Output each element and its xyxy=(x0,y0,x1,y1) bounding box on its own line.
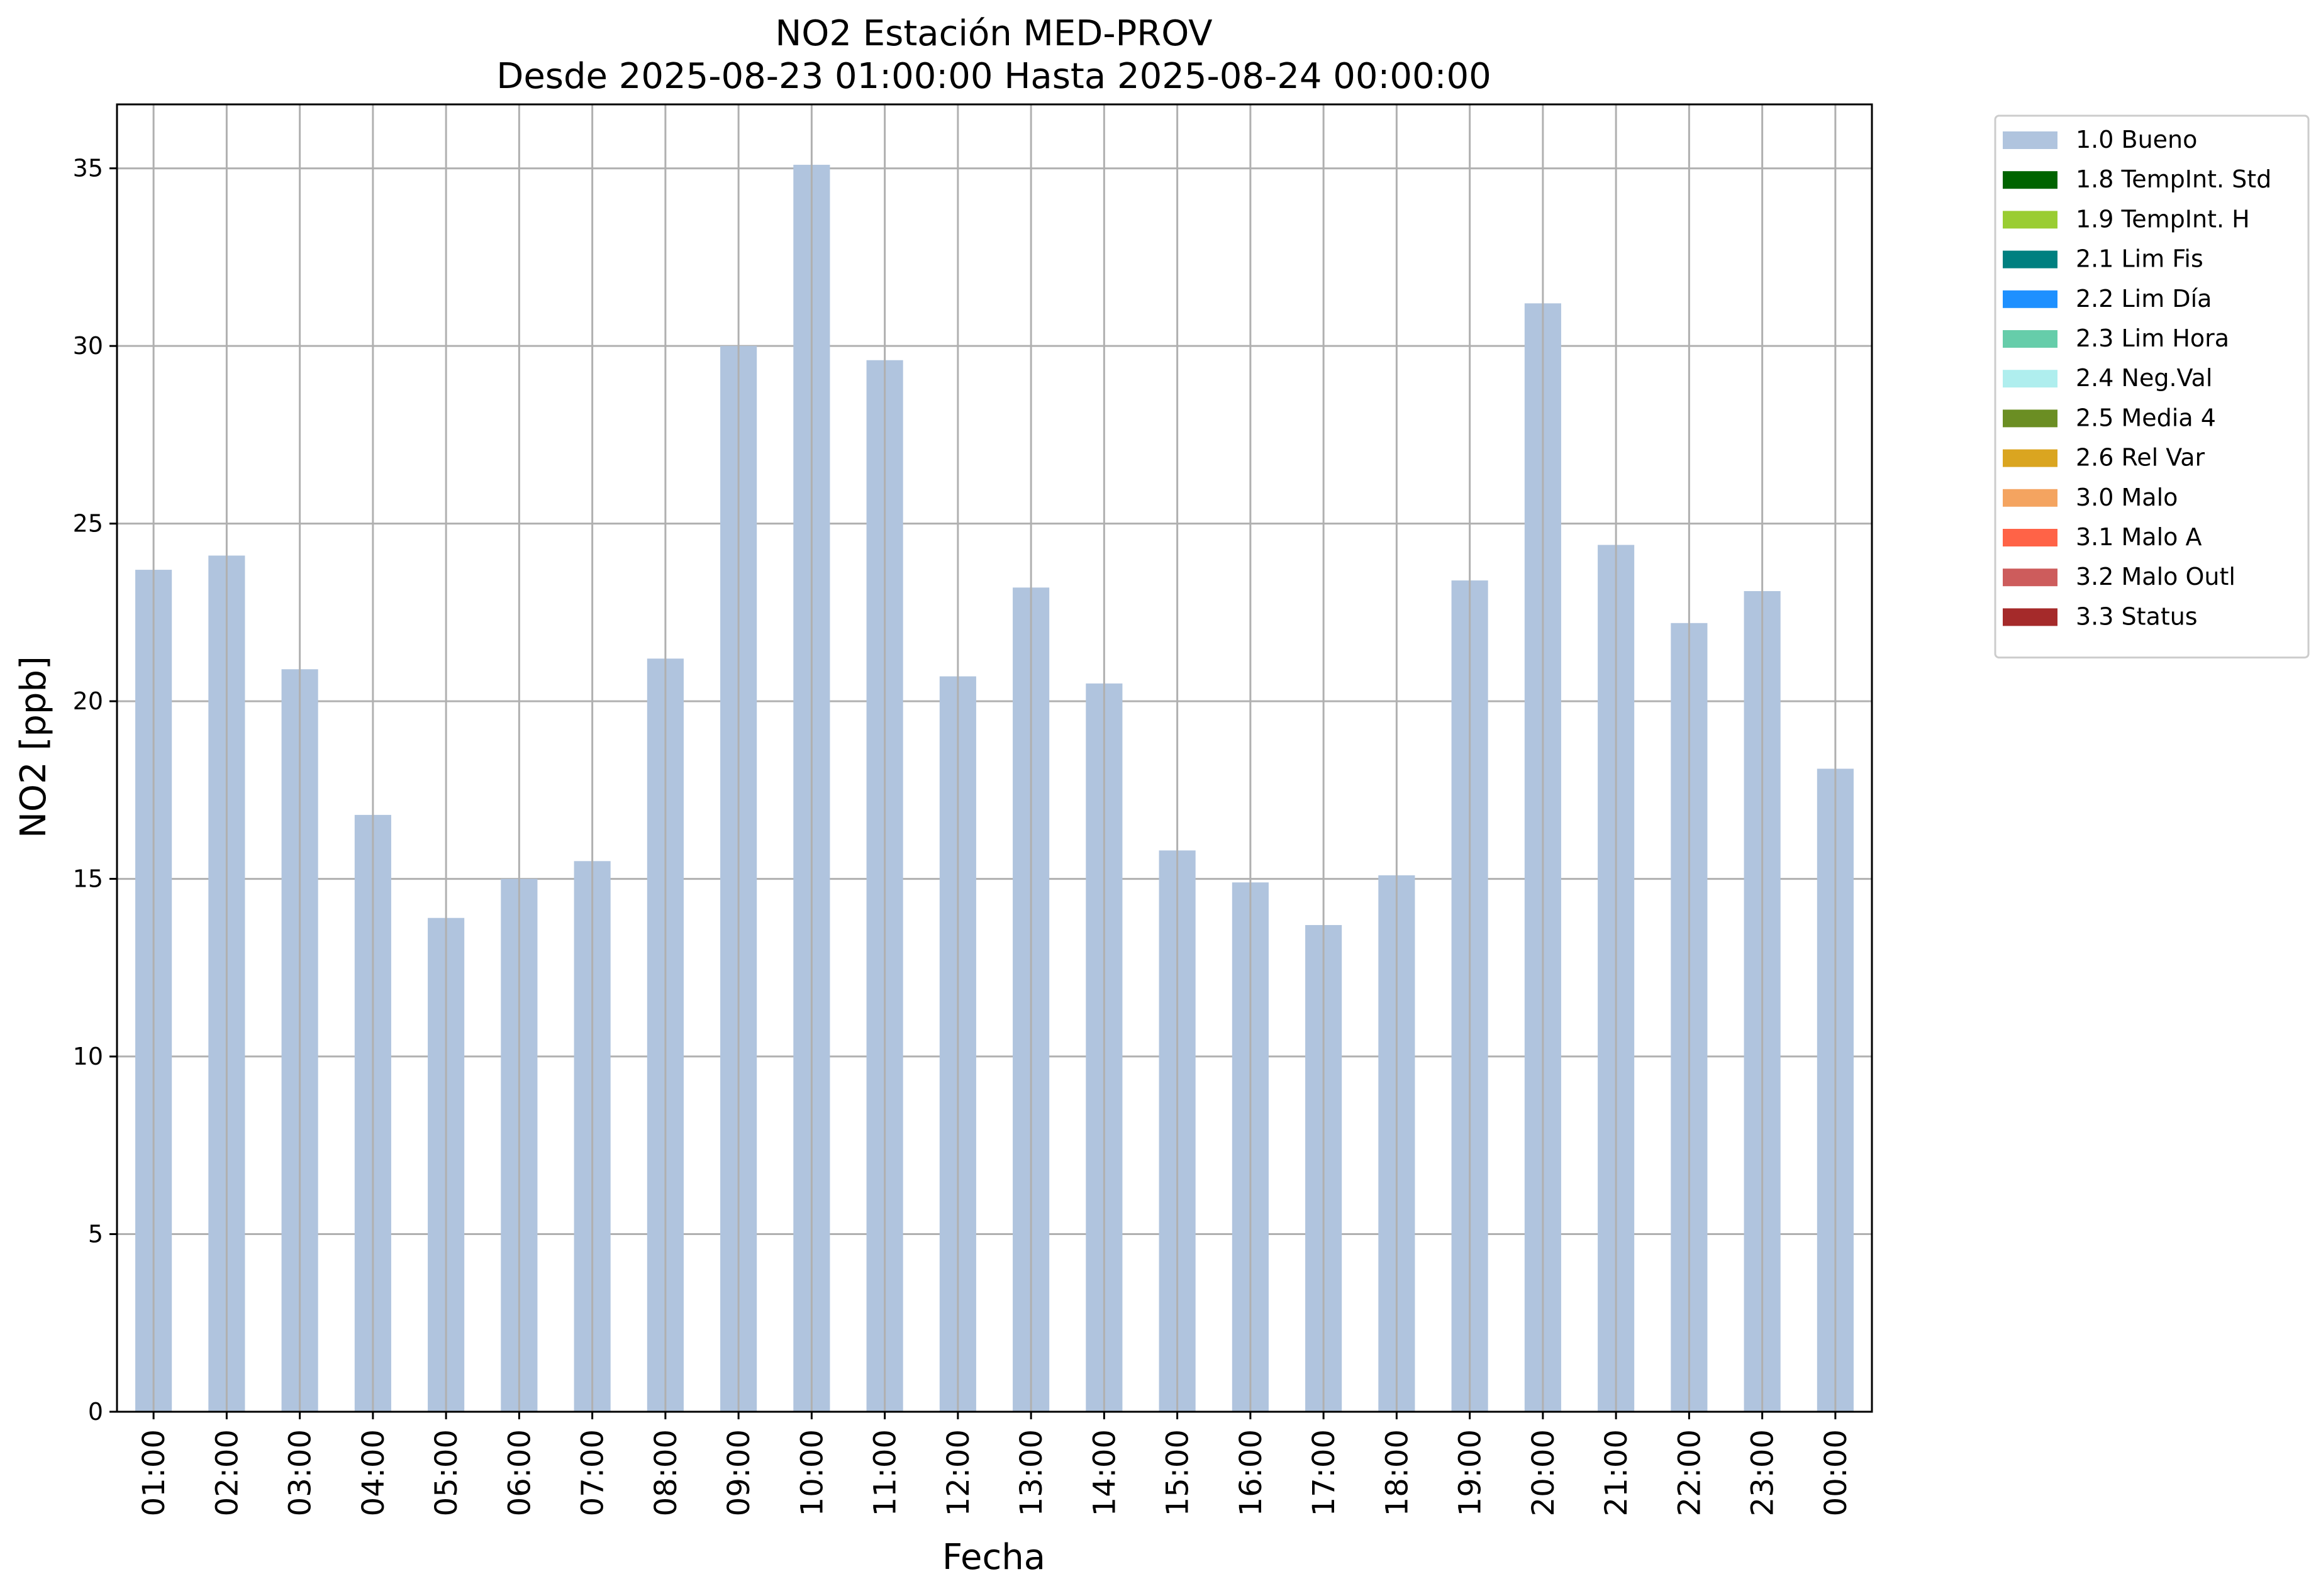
x-tick-label: 18:00 xyxy=(1379,1429,1415,1516)
x-tick-label: 17:00 xyxy=(1306,1429,1342,1516)
x-tick-label: 20:00 xyxy=(1526,1429,1561,1516)
legend-swatch xyxy=(2003,608,2057,626)
x-tick-label: 03:00 xyxy=(283,1429,318,1516)
x-tick-label: 22:00 xyxy=(1672,1429,1707,1516)
x-tick-label: 01:00 xyxy=(136,1429,172,1516)
legend-box xyxy=(1994,114,2310,659)
x-tick-label: 23:00 xyxy=(1745,1429,1781,1516)
legend-swatch xyxy=(2003,370,2057,388)
x-tick-label: 05:00 xyxy=(429,1429,464,1516)
y-tick-label: 10 xyxy=(73,1043,103,1070)
legend-entry-label: 2.6 Rel Var xyxy=(2076,444,2205,472)
legend-entry-label: 3.2 Malo Outl xyxy=(2076,563,2235,590)
legend-swatch xyxy=(2003,131,2057,149)
x-tick-label: 10:00 xyxy=(794,1429,830,1516)
y-tick-label: 20 xyxy=(73,687,103,715)
x-tick-label: 02:00 xyxy=(209,1429,245,1516)
y-tick-label: 0 xyxy=(88,1398,103,1426)
legend-swatch xyxy=(2003,409,2057,428)
legend-entry-label: 3.3 Status xyxy=(2076,602,2198,630)
legend-swatch xyxy=(2003,330,2057,348)
grid-lines xyxy=(117,167,1872,1413)
y-tick-label: 15 xyxy=(73,865,103,893)
x-axis-ticks: 01:00 02:00 03:00 04:00 05:00 06:00 07:00 08:00… xyxy=(136,1412,1854,1516)
legend-entry-label: 1.0 Bueno xyxy=(2076,126,2197,153)
x-tick-label: 15:00 xyxy=(1161,1429,1196,1516)
legend-swatch xyxy=(2003,529,2057,546)
plot-area-frame xyxy=(116,103,1873,1413)
x-tick-label: 14:00 xyxy=(1087,1429,1122,1516)
x-tick-label: 13:00 xyxy=(1014,1429,1049,1516)
legend-swatch xyxy=(2003,568,2057,587)
legend-entry-label: 1.8 TempInt. Std xyxy=(2076,165,2271,193)
x-tick-label: 04:00 xyxy=(356,1429,391,1516)
x-tick-label: 00:00 xyxy=(1818,1429,1854,1516)
legend-entry-label: 2.1 Lim Fis xyxy=(2076,245,2203,273)
x-tick-label: 07:00 xyxy=(576,1429,611,1516)
legend-entry-label: 2.2 Lim Día xyxy=(2076,285,2212,313)
chart-subtitle: Desde 2025-08-23 01:00:00 Hasta 2025-08-… xyxy=(496,56,1491,97)
chart-title: NO2 Estación MED-PROV xyxy=(775,13,1212,54)
x-tick-label: 09:00 xyxy=(721,1429,757,1516)
x-tick-label: 21:00 xyxy=(1599,1429,1634,1516)
x-tick-label: 06:00 xyxy=(502,1429,537,1516)
x-tick-label: 19:00 xyxy=(1453,1429,1488,1516)
legend-swatch xyxy=(2003,489,2057,507)
y-axis-ticks: 0 5 10 15 20 25 30 35 xyxy=(73,155,117,1426)
legend-swatch xyxy=(2003,211,2057,229)
legend-entry-label: 1.9 TempInt. H xyxy=(2076,205,2250,233)
legend: 1.0 Bueno 1.8 TempInt. Std 1.9 TempInt. H 2… xyxy=(1994,114,2310,659)
legend-swatch xyxy=(2003,449,2057,467)
legend-entry-label: 2.5 Media 4 xyxy=(2076,404,2216,431)
legend-swatch xyxy=(2003,250,2057,269)
y-tick-label: 35 xyxy=(73,155,103,182)
y-axis-label: NO2 [ppb] xyxy=(13,656,54,838)
legend-swatch xyxy=(2003,171,2057,189)
legend-entry-label: 2.3 Lim Hora xyxy=(2076,324,2229,352)
bars-group xyxy=(135,104,1854,1412)
legend-entry-label: 3.0 Malo xyxy=(2076,484,2178,511)
x-axis-label: Fecha xyxy=(942,1537,1045,1578)
legend-swatch xyxy=(2003,290,2057,308)
x-tick-label: 16:00 xyxy=(1233,1429,1269,1516)
legend-entry-label: 3.1 Malo A xyxy=(2076,523,2202,551)
x-tick-label: 12:00 xyxy=(941,1429,976,1516)
y-tick-label: 30 xyxy=(73,332,103,360)
x-tick-label: 08:00 xyxy=(649,1429,684,1516)
legend-entry-label: 2.4 Neg.Val xyxy=(2076,364,2212,392)
y-tick-label: 5 xyxy=(88,1221,103,1248)
y-tick-label: 25 xyxy=(73,510,103,538)
x-tick-label: 11:00 xyxy=(868,1429,903,1516)
